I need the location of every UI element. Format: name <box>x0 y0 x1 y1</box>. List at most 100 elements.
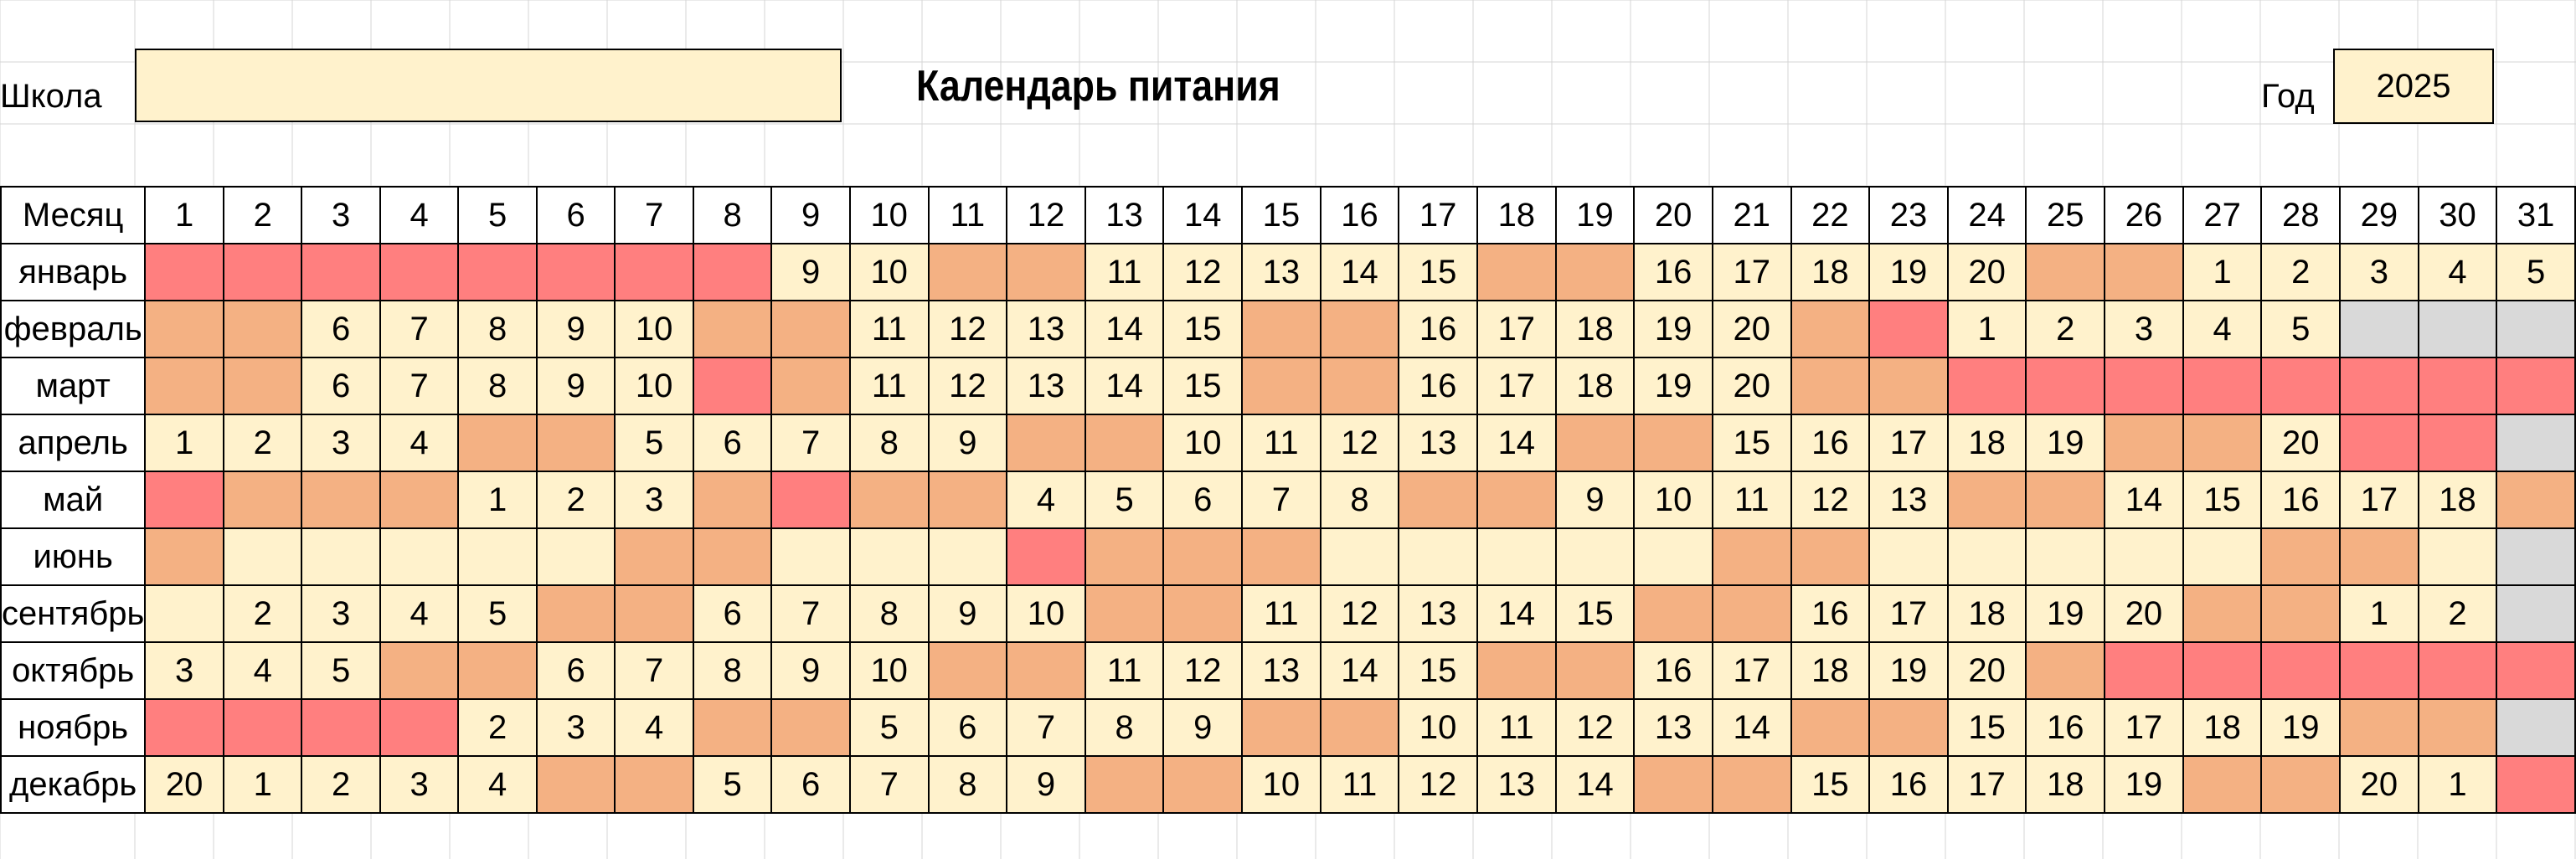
day-cell[interactable] <box>1633 755 1713 814</box>
day-cell[interactable]: 15 <box>1711 414 1792 472</box>
day-cell[interactable] <box>379 243 460 301</box>
day-cell[interactable]: 11 <box>1476 698 1557 757</box>
day-cell[interactable]: 1 <box>2182 243 2263 301</box>
day-cell[interactable] <box>1006 243 1086 301</box>
day-cell[interactable]: 15 <box>1398 243 1478 301</box>
day-cell[interactable] <box>379 698 460 757</box>
day-cell[interactable]: 5 <box>848 698 930 757</box>
day-cell[interactable] <box>1162 527 1244 586</box>
day-cell[interactable]: 13 <box>1868 471 1949 529</box>
day-cell[interactable]: 12 <box>927 300 1008 358</box>
day-cell[interactable] <box>2339 414 2419 472</box>
day-cell[interactable]: 10 <box>1633 471 1713 529</box>
day-cell[interactable]: 4 <box>2182 300 2263 358</box>
day-cell[interactable]: 16 <box>1868 755 1949 814</box>
day-cell[interactable] <box>1006 527 1086 586</box>
day-cell[interactable]: 4 <box>457 755 538 814</box>
day-cell[interactable] <box>1946 357 2027 415</box>
day-cell[interactable]: 17 <box>1476 300 1557 358</box>
day-cell[interactable]: 15 <box>1398 641 1478 700</box>
day-cell[interactable] <box>2496 414 2576 472</box>
day-cell[interactable]: 13 <box>1241 243 1321 301</box>
day-cell[interactable] <box>1476 641 1557 700</box>
day-cell[interactable] <box>927 471 1008 529</box>
day-cell[interactable] <box>1398 527 1478 586</box>
day-cell[interactable] <box>144 471 224 529</box>
day-cell[interactable] <box>1633 414 1713 472</box>
day-cell[interactable]: 10 <box>1006 584 1086 643</box>
day-cell[interactable] <box>614 755 694 814</box>
day-cell[interactable]: 9 <box>927 584 1008 643</box>
day-cell[interactable] <box>1946 471 2027 529</box>
day-cell[interactable]: 5 <box>1084 471 1165 529</box>
day-cell[interactable]: 13 <box>1476 755 1557 814</box>
day-cell[interactable] <box>2339 300 2419 358</box>
day-cell[interactable] <box>614 243 694 301</box>
day-cell[interactable]: 14 <box>1319 243 1400 301</box>
day-cell[interactable]: 11 <box>1241 414 1321 472</box>
day-cell[interactable]: 6 <box>927 698 1008 757</box>
day-cell[interactable]: 8 <box>457 300 538 358</box>
day-cell[interactable]: 6 <box>301 300 381 358</box>
day-cell[interactable]: 12 <box>1319 584 1400 643</box>
day-cell[interactable] <box>222 698 303 757</box>
day-cell[interactable]: 14 <box>1476 414 1557 472</box>
day-cell[interactable]: 17 <box>1476 357 1557 415</box>
day-cell[interactable]: 16 <box>1398 300 1478 358</box>
day-cell[interactable] <box>770 527 851 586</box>
day-cell[interactable] <box>692 527 773 586</box>
day-cell[interactable]: 17 <box>2104 698 2184 757</box>
day-cell[interactable] <box>144 300 224 358</box>
day-cell[interactable] <box>2104 243 2184 301</box>
day-cell[interactable]: 9 <box>770 243 851 301</box>
day-cell[interactable]: 7 <box>614 641 694 700</box>
day-cell[interactable] <box>1554 414 1636 472</box>
day-cell[interactable] <box>2260 357 2342 415</box>
day-cell[interactable] <box>535 414 616 472</box>
day-cell[interactable] <box>144 527 224 586</box>
day-cell[interactable]: 18 <box>2417 471 2498 529</box>
day-cell[interactable] <box>1319 357 1400 415</box>
day-cell[interactable] <box>301 243 381 301</box>
day-cell[interactable]: 8 <box>927 755 1008 814</box>
day-cell[interactable] <box>1711 527 1792 586</box>
day-cell[interactable]: 19 <box>2104 755 2184 814</box>
day-cell[interactable] <box>1241 357 1321 415</box>
day-cell[interactable] <box>1084 527 1165 586</box>
day-cell[interactable] <box>1633 527 1713 586</box>
day-cell[interactable] <box>692 698 773 757</box>
day-cell[interactable] <box>2417 698 2498 757</box>
day-cell[interactable] <box>2104 357 2184 415</box>
day-cell[interactable] <box>535 527 616 586</box>
day-cell[interactable]: 14 <box>1084 357 1165 415</box>
day-cell[interactable]: 8 <box>848 584 930 643</box>
day-cell[interactable]: 15 <box>1162 300 1244 358</box>
day-cell[interactable] <box>1554 641 1636 700</box>
day-cell[interactable]: 20 <box>2260 414 2342 472</box>
day-cell[interactable]: 7 <box>848 755 930 814</box>
day-cell[interactable]: 1 <box>1946 300 2027 358</box>
day-cell[interactable]: 9 <box>770 641 851 700</box>
day-cell[interactable]: 8 <box>1319 471 1400 529</box>
day-cell[interactable]: 2 <box>535 471 616 529</box>
day-cell[interactable]: 16 <box>1398 357 1478 415</box>
day-cell[interactable] <box>301 527 381 586</box>
day-cell[interactable] <box>144 698 224 757</box>
day-cell[interactable] <box>1006 414 1086 472</box>
day-cell[interactable]: 20 <box>1711 357 1792 415</box>
day-cell[interactable]: 7 <box>770 584 851 643</box>
day-cell[interactable]: 9 <box>535 300 616 358</box>
day-cell[interactable] <box>2339 641 2419 700</box>
day-cell[interactable] <box>1790 527 1871 586</box>
day-cell[interactable]: 1 <box>222 755 303 814</box>
day-cell[interactable]: 17 <box>1711 641 1792 700</box>
day-cell[interactable]: 11 <box>848 300 930 358</box>
day-cell[interactable]: 2 <box>2260 243 2342 301</box>
day-cell[interactable] <box>2182 527 2263 586</box>
day-cell[interactable] <box>1084 414 1165 472</box>
day-cell[interactable] <box>2417 414 2498 472</box>
day-cell[interactable]: 16 <box>2025 698 2106 757</box>
day-cell[interactable]: 18 <box>1946 414 2027 472</box>
day-cell[interactable]: 10 <box>848 641 930 700</box>
day-cell[interactable] <box>770 300 851 358</box>
